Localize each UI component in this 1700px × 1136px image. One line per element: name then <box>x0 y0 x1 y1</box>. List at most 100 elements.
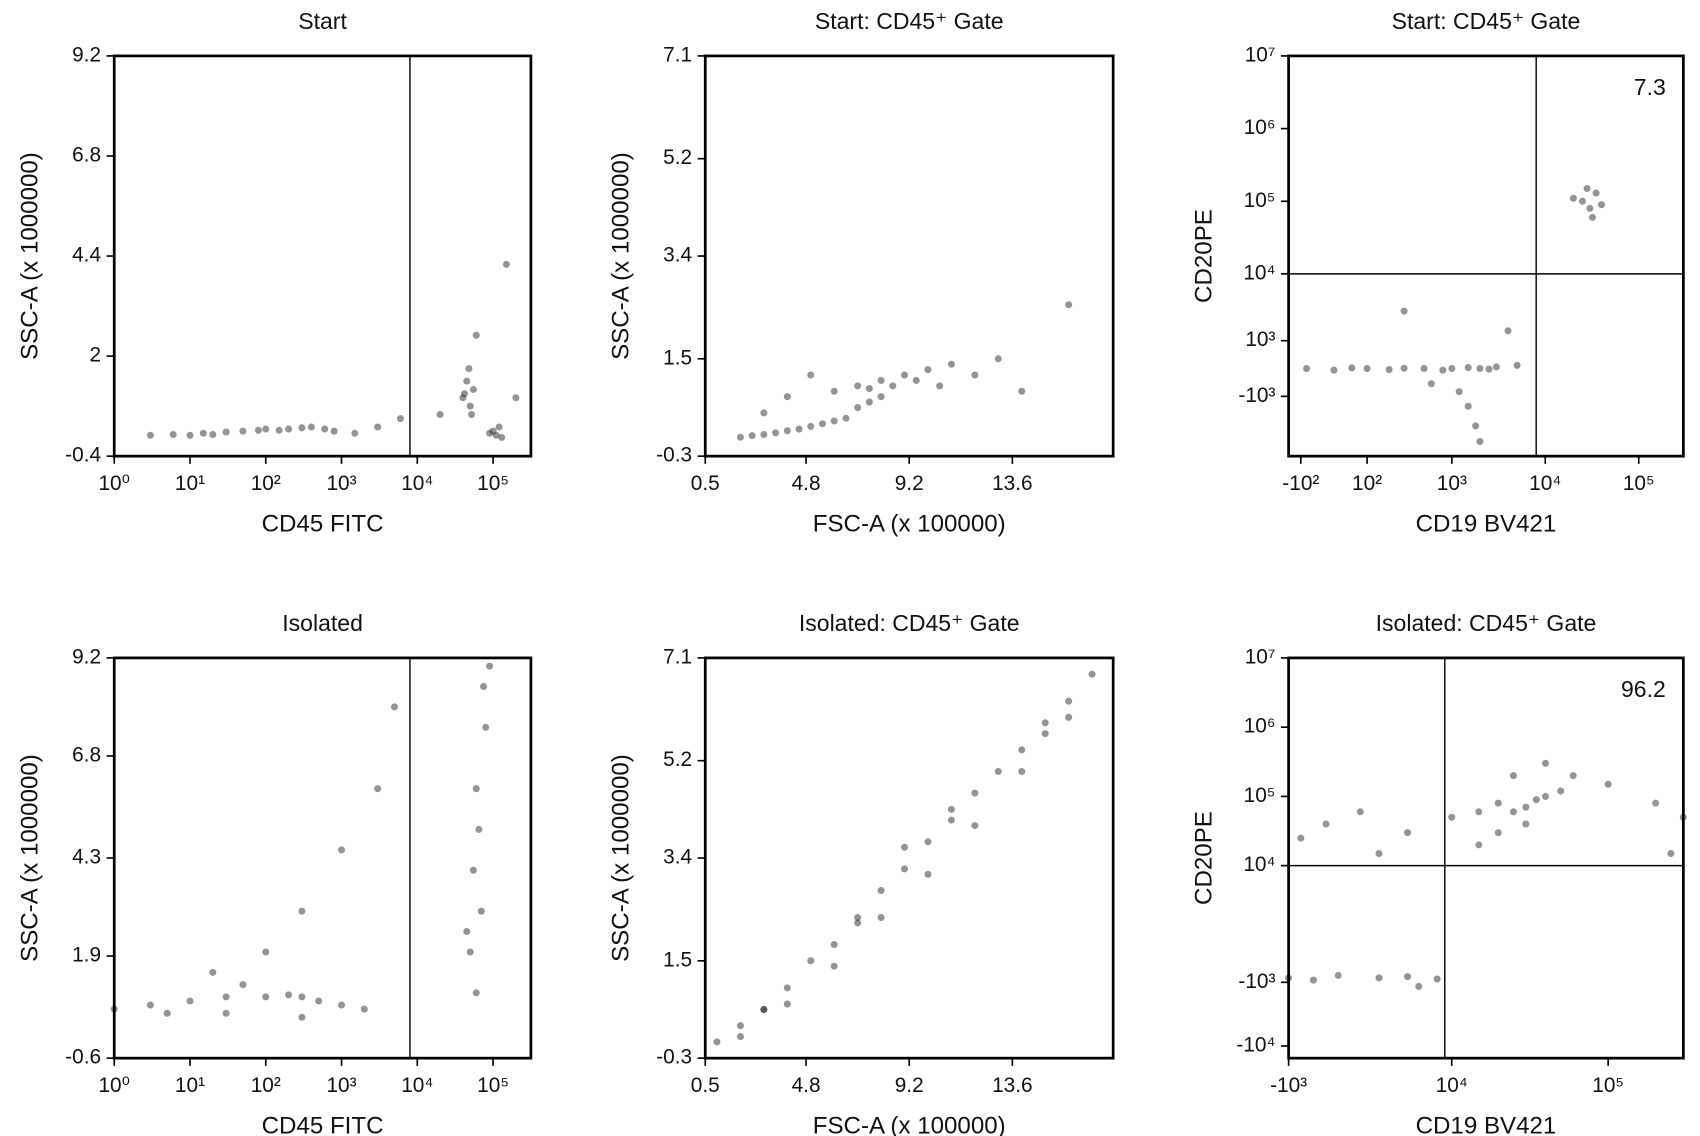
x-tick-label: 10⁵ <box>1623 472 1655 495</box>
plot-frame <box>112 54 533 458</box>
plot-frame <box>703 656 1115 1060</box>
data-point <box>486 662 494 670</box>
data-point <box>760 431 768 439</box>
x-tick-label: 10³ <box>1437 472 1467 495</box>
plot-frame <box>112 656 533 1060</box>
data-point <box>1330 366 1338 374</box>
data-point <box>239 427 247 435</box>
data-point <box>1513 361 1521 369</box>
data-point <box>748 432 756 440</box>
data-point <box>807 957 815 965</box>
y-axis-label: SSC-A (x 1000000) <box>607 152 634 360</box>
data-point <box>338 846 346 854</box>
data-point <box>1356 808 1364 816</box>
data-point <box>472 989 480 997</box>
data-point <box>936 382 944 390</box>
data-point <box>1522 803 1530 811</box>
data-point <box>854 403 862 411</box>
x-tick-label: 4.8 <box>792 1074 821 1097</box>
data-point <box>262 993 270 1001</box>
data-point <box>482 723 490 731</box>
data-point <box>1375 974 1383 982</box>
data-point <box>472 331 480 339</box>
data-point <box>1018 387 1026 395</box>
y-axis-label: SSC-A (x 1000000) <box>607 754 634 962</box>
y-axis-label: CD20PE <box>1191 811 1218 905</box>
y-tick-label: 9.2 <box>72 645 101 668</box>
data-point <box>298 424 306 432</box>
panel-title: Isolated <box>282 610 363 636</box>
data-point <box>1472 422 1480 430</box>
data-point <box>1522 820 1530 828</box>
data-point <box>1532 796 1540 804</box>
data-point <box>1322 820 1330 828</box>
data-point <box>877 393 885 401</box>
data-point <box>1475 808 1483 816</box>
data-point <box>924 838 932 846</box>
data-point <box>298 907 306 915</box>
panel-title: Isolated: CD45⁺ Gate <box>799 610 1020 636</box>
data-point <box>842 414 850 422</box>
data-point <box>285 425 293 433</box>
data-point <box>994 355 1002 363</box>
x-tick-label: -10² <box>1282 472 1319 495</box>
data-point <box>889 382 897 390</box>
data-point <box>830 387 838 395</box>
data-point <box>1415 982 1423 990</box>
data-point <box>736 433 744 441</box>
data-point <box>502 260 510 268</box>
x-tick-label: 10⁰ <box>98 1074 130 1097</box>
data-point <box>351 429 359 437</box>
data-point <box>1592 189 1600 197</box>
data-point <box>163 1009 171 1017</box>
data-point <box>492 431 500 439</box>
x-tick-label: 10² <box>251 472 281 495</box>
y-tick-label: 10⁵ <box>1244 784 1276 807</box>
data-point <box>1588 213 1596 221</box>
data-point <box>186 431 194 439</box>
data-point <box>222 1009 230 1017</box>
data-point <box>222 428 230 436</box>
data-point <box>465 365 473 373</box>
data-point <box>901 865 909 873</box>
data-point <box>262 425 270 433</box>
data-point <box>713 1038 721 1046</box>
data-point <box>1065 713 1073 721</box>
data-point <box>736 1033 744 1041</box>
x-tick-label: 10⁴ <box>1436 1074 1468 1097</box>
data-point <box>374 423 382 431</box>
y-tick-label: 10⁷ <box>1245 645 1276 668</box>
data-point <box>1583 184 1591 192</box>
y-tick-label: 10⁴ <box>1243 853 1275 876</box>
quadrant-percent: 7.3 <box>1634 74 1666 100</box>
data-point <box>830 962 838 970</box>
data-point <box>795 425 803 433</box>
y-tick-label: 10⁵ <box>1244 189 1276 212</box>
data-point <box>480 682 488 691</box>
data-point <box>298 993 306 1001</box>
plot-frame <box>703 54 1115 458</box>
data-point <box>877 914 885 922</box>
data-point <box>285 991 293 999</box>
y-tick-label: 7.1 <box>663 645 692 668</box>
data-point <box>1598 201 1606 209</box>
data-point <box>209 430 217 438</box>
data-point <box>1348 364 1356 372</box>
data-point <box>1427 380 1435 388</box>
data-point <box>772 429 780 437</box>
data-point <box>1541 792 1550 800</box>
x-tick-label: 10² <box>251 1074 281 1097</box>
data-point <box>495 423 503 431</box>
data-point <box>472 785 480 793</box>
data-point <box>854 914 862 922</box>
data-point <box>1041 719 1049 727</box>
data-point <box>1504 327 1512 335</box>
y-tick-label: 4.3 <box>72 846 101 869</box>
data-point <box>209 968 217 976</box>
y-tick-label: 6.8 <box>72 743 101 766</box>
panel-title: Start: CD45⁺ Gate <box>1392 8 1581 34</box>
data-point <box>374 785 382 793</box>
y-tick-label: 1.5 <box>663 346 692 369</box>
data-point <box>1385 365 1393 373</box>
